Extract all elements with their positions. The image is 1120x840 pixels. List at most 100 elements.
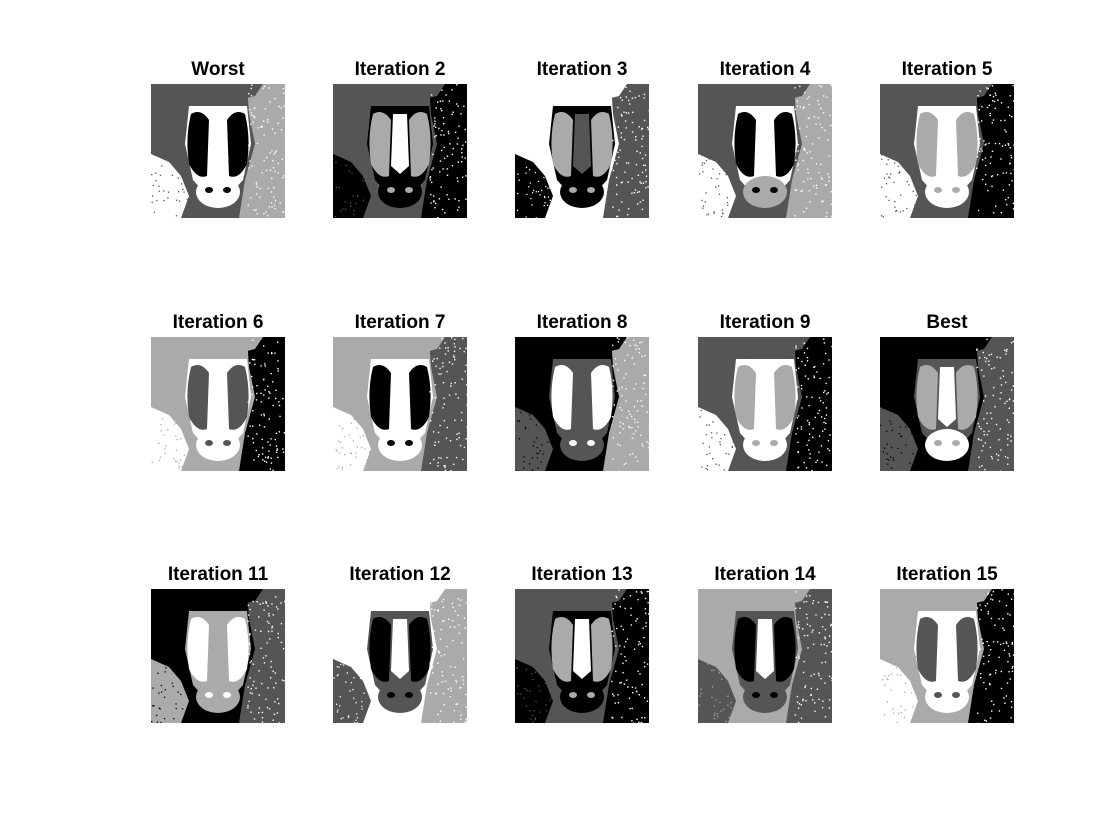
fur-speckle — [249, 608, 251, 611]
fur-speckle — [818, 137, 820, 139]
fur-speckle — [820, 107, 822, 110]
left-lower-region — [880, 154, 918, 218]
fur-speckle — [993, 367, 996, 369]
fur-speckle — [464, 721, 466, 723]
fur-speckle — [908, 184, 910, 186]
fur-speckle — [262, 459, 264, 461]
fur-speckle — [794, 714, 796, 716]
fur-speckle — [822, 626, 824, 628]
fur-speckle — [278, 431, 280, 433]
fur-speckle — [466, 602, 467, 604]
fur-speckle — [804, 375, 807, 377]
fur-speckle — [906, 170, 908, 173]
fur-speckle — [1000, 687, 1003, 690]
fur-speckle — [516, 209, 519, 211]
fur-speckle — [912, 453, 914, 455]
fur-speckle — [451, 153, 454, 156]
fur-speckle — [641, 592, 643, 594]
fur-speckle — [249, 661, 251, 664]
fur-speckle — [977, 422, 979, 425]
fur-speckle — [904, 672, 907, 674]
fur-speckle — [732, 406, 734, 408]
fur-speckle — [532, 189, 535, 192]
fur-speckle — [611, 630, 613, 633]
fur-speckle — [897, 447, 899, 449]
fur-speckle — [627, 181, 629, 183]
fur-speckle — [726, 159, 729, 161]
fur-speckle — [441, 600, 443, 603]
fur-speckle — [174, 164, 177, 166]
fur-speckle — [1005, 695, 1008, 697]
nostril-right — [405, 692, 413, 698]
fur-speckle — [645, 625, 647, 628]
fur-speckle — [442, 362, 444, 364]
fur-speckle — [439, 367, 441, 370]
fur-speckle — [812, 643, 815, 645]
fur-speckle — [882, 451, 885, 453]
fur-speckle — [705, 434, 707, 436]
fur-speckle — [644, 717, 646, 719]
fur-speckle — [807, 172, 809, 174]
fur-speckle — [437, 609, 439, 611]
fur-speckle — [526, 193, 528, 196]
fur-speckle — [637, 670, 639, 672]
fur-speckle — [528, 169, 531, 171]
fur-speckle — [989, 162, 992, 164]
fur-speckle — [797, 441, 799, 443]
fur-speckle — [815, 163, 818, 165]
fur-speckle — [518, 438, 520, 440]
brow-region — [173, 337, 263, 357]
fur-speckle — [712, 686, 714, 688]
fur-speckle — [641, 208, 644, 211]
fur-speckle — [645, 622, 647, 624]
fur-speckle — [352, 195, 354, 197]
fur-speckle — [889, 456, 892, 458]
fur-speckle — [915, 469, 917, 471]
fur-speckle — [357, 195, 359, 198]
fur-speckle — [437, 462, 439, 464]
fur-speckle — [718, 464, 720, 466]
fur-speckle — [627, 686, 629, 688]
fur-speckle — [441, 337, 443, 340]
fur-speckle — [458, 604, 461, 607]
fur-speckle — [807, 117, 810, 119]
fur-speckle — [335, 448, 337, 451]
fur-speckle — [621, 181, 623, 183]
fur-speckle — [980, 148, 982, 150]
fur-speckle — [548, 426, 550, 429]
fur-speckle — [178, 467, 180, 469]
fur-speckle — [461, 642, 463, 644]
fur-speckle — [262, 657, 265, 659]
fur-speckle — [978, 456, 980, 458]
subplot-title: Iteration 4 — [719, 59, 811, 80]
fur-speckle — [271, 627, 273, 629]
fur-speckle — [824, 390, 826, 392]
segmented-image — [333, 84, 467, 218]
fur-speckle — [989, 717, 992, 719]
fur-speckle — [547, 441, 549, 443]
fur-speckle — [992, 96, 995, 98]
fur-speckle — [525, 172, 527, 174]
fur-speckle — [430, 202, 432, 204]
fur-speckle — [247, 204, 249, 206]
fur-speckle — [722, 669, 724, 671]
fur-speckle — [450, 382, 452, 385]
fur-speckle — [702, 207, 704, 209]
fur-speckle — [359, 166, 362, 168]
fur-speckle — [273, 187, 275, 189]
fur-speckle — [818, 171, 820, 174]
fur-speckle — [454, 346, 456, 348]
fur-speckle — [984, 395, 987, 397]
fur-speckle — [977, 95, 979, 97]
fur-speckle — [186, 198, 188, 201]
fur-speckle — [263, 85, 266, 87]
fur-speckle — [616, 337, 618, 339]
fur-speckle — [821, 126, 823, 129]
segmented-image — [515, 337, 649, 471]
left-cheek-region — [916, 112, 938, 177]
fur-speckle — [634, 189, 637, 191]
fur-speckle — [890, 423, 892, 425]
fur-speckle — [625, 162, 628, 164]
fur-speckle — [458, 437, 460, 439]
fur-speckle — [722, 407, 724, 410]
